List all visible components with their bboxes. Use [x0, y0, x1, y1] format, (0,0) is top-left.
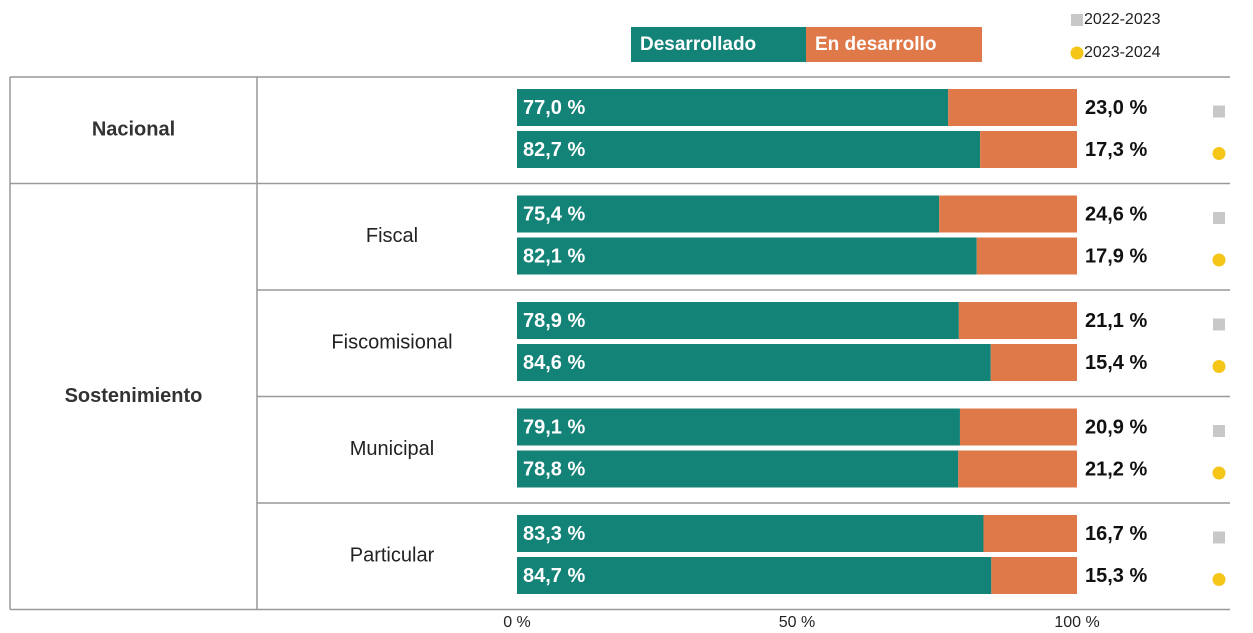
- value-label: 23,0 %: [1085, 97, 1147, 119]
- value-label: 15,4 %: [1085, 352, 1147, 374]
- value-label: 84,7 %: [523, 565, 585, 587]
- bar-segment: [959, 408, 1077, 446]
- value-label: 77,0 %: [523, 97, 585, 119]
- group-label: Fiscal: [366, 225, 418, 247]
- bar-segment: [517, 515, 984, 552]
- period-marker: [1212, 360, 1226, 373]
- period-marker: [1213, 531, 1225, 544]
- legend-marker: [1070, 46, 1084, 60]
- bar-segment: [948, 89, 1077, 126]
- bar-segment: [939, 195, 1077, 233]
- legend-label: En desarrollo: [815, 34, 936, 55]
- value-label: 75,4 %: [523, 203, 585, 225]
- bar-segment: [991, 557, 1077, 594]
- period-marker: [1212, 573, 1226, 586]
- x-tick-label: 0 %: [503, 614, 531, 631]
- value-label: 82,1 %: [523, 245, 585, 267]
- value-label: 84,6 %: [523, 352, 585, 374]
- value-label: 82,7 %: [523, 139, 585, 161]
- value-label: 83,3 %: [523, 523, 585, 545]
- x-tick-label: 100 %: [1054, 614, 1099, 631]
- value-label: 79,1 %: [523, 416, 585, 438]
- group-label: Fiscomisional: [331, 332, 452, 354]
- period-marker: [1212, 147, 1226, 160]
- value-label: 20,9 %: [1085, 416, 1147, 438]
- bar-segment: [990, 344, 1077, 381]
- bar-segment: [517, 195, 940, 233]
- bar-segment: [517, 408, 960, 446]
- bar-segment: [517, 237, 977, 275]
- value-label: 21,2 %: [1085, 458, 1147, 480]
- bar-segment: [983, 515, 1077, 552]
- bar-segment: [517, 557, 992, 594]
- period-marker: [1213, 105, 1225, 118]
- legend-label: 2023-2024: [1084, 44, 1161, 61]
- bar-segment: [517, 89, 949, 126]
- section-label: Sostenimiento: [65, 385, 203, 407]
- legend-marker: [1071, 14, 1083, 26]
- period-marker: [1213, 425, 1225, 437]
- value-label: 16,7 %: [1085, 523, 1147, 545]
- value-label: 21,1 %: [1085, 310, 1147, 332]
- legend-swatch: [806, 27, 982, 62]
- value-label: 17,3 %: [1085, 139, 1147, 161]
- value-label: 78,8 %: [523, 458, 585, 480]
- period-marker: [1213, 212, 1225, 224]
- section-label: Nacional: [92, 119, 175, 141]
- bar-segment: [517, 344, 991, 381]
- legend-label: 2022-2023: [1084, 11, 1161, 28]
- x-tick-label: 50 %: [779, 614, 815, 631]
- group-label: Particular: [350, 545, 435, 567]
- bar-segment: [958, 302, 1077, 339]
- bar-segment: [517, 302, 959, 339]
- period-marker: [1213, 318, 1225, 331]
- group-label: Municipal: [350, 438, 434, 460]
- legend-label: Desarrollado: [640, 34, 756, 55]
- value-label: 17,9 %: [1085, 245, 1147, 267]
- period-marker: [1212, 253, 1226, 267]
- legend-swatch: [631, 27, 806, 62]
- bar-segment: [980, 131, 1077, 168]
- period-marker: [1212, 466, 1226, 480]
- value-label: 15,3 %: [1085, 565, 1147, 587]
- bar-segment: [517, 450, 959, 488]
- value-label: 78,9 %: [523, 310, 585, 332]
- value-label: 24,6 %: [1085, 203, 1147, 225]
- bar-segment: [976, 237, 1077, 275]
- bar-segment: [958, 450, 1077, 488]
- bar-segment: [517, 131, 981, 168]
